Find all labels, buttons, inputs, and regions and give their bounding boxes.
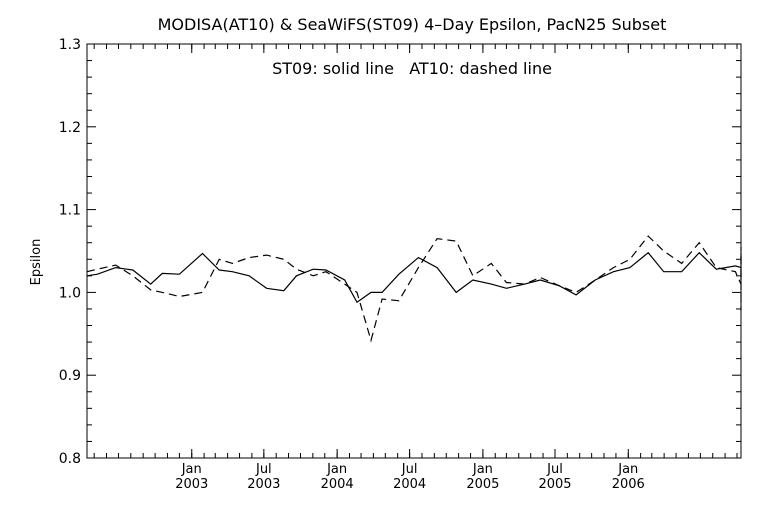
x-tick-year: 2005 (466, 477, 499, 492)
x-tick-year: 2004 (321, 477, 354, 492)
y-tick-label: 1.2 (59, 120, 81, 136)
series-line-solid (86, 251, 742, 304)
x-tick-year: 2003 (175, 477, 208, 492)
y-axis-label: Epsilon (29, 239, 44, 286)
x-tick-month: Jan (326, 462, 347, 477)
x-tick-month: Jan (472, 462, 493, 477)
x-tick-year: 2004 (393, 477, 426, 492)
x-tick-month: Jul (255, 462, 272, 477)
y-axis: 0.8 0.9 1.0 1.1 1.2 1.3 (59, 37, 741, 467)
chart-title: MODISA(AT10) & SeaWiFS(ST09) 4–Day Epsil… (158, 15, 667, 34)
x-tick-year: 2006 (612, 477, 645, 492)
series-layer (86, 235, 742, 343)
y-tick-label: 0.9 (59, 368, 81, 384)
series-line-dashed (86, 235, 742, 343)
x-axis: Jan2003Jul2003Jan2004Jul2004Jan2005Jul20… (93, 44, 738, 492)
y-tick-label: 1.0 (59, 285, 81, 301)
x-tick-month: Jan (181, 462, 202, 477)
x-tick-month: Jan (617, 462, 638, 477)
x-tick-year: 2005 (538, 477, 571, 492)
y-tick-label: 0.8 (59, 451, 81, 467)
x-tick-month: Jul (401, 462, 418, 477)
x-tick-month: Jul (546, 462, 563, 477)
y-tick-label: 1.3 (59, 37, 81, 53)
chart-annotation: ST09: solid line AT10: dashed line (272, 59, 552, 78)
x-tick-year: 2003 (247, 477, 280, 492)
y-tick-label: 1.1 (59, 203, 81, 219)
plot-frame (86, 43, 742, 459)
